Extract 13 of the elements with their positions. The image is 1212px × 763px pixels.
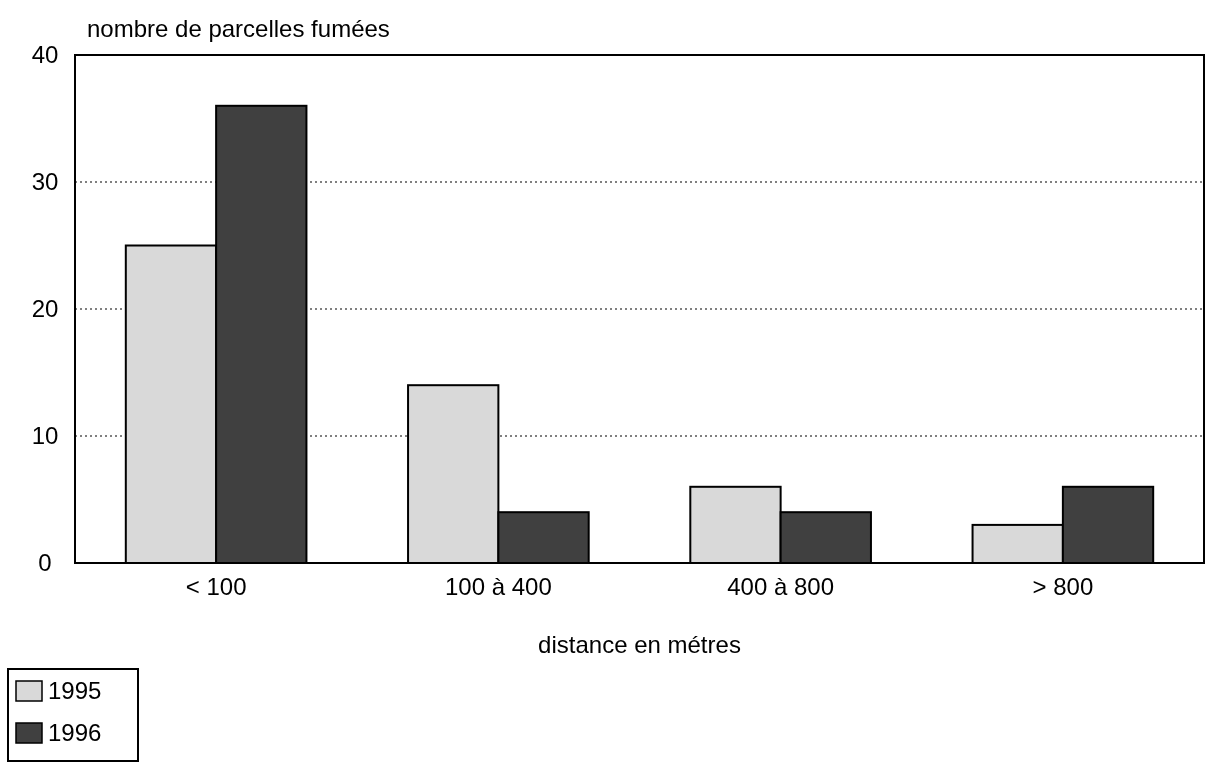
y-axis-title: nombre de parcelles fumées	[87, 15, 390, 42]
y-tick-label: 10	[31, 422, 59, 450]
legend-label: 1996	[48, 719, 102, 747]
x-tick-label: < 100	[185, 573, 247, 600]
y-tick-label: 20	[31, 295, 59, 323]
x-tick-label: > 800	[1032, 573, 1094, 600]
x-axis-title: distance en métres	[538, 631, 741, 658]
y-tick-label: 40	[31, 41, 59, 69]
y-tick-label: 30	[31, 168, 59, 196]
x-tick-label: 400 à 800	[727, 573, 835, 600]
y-tick-label: 0	[38, 549, 52, 577]
legend-label: 1995	[48, 677, 102, 705]
x-tick-label: 100 à 400	[444, 573, 552, 600]
